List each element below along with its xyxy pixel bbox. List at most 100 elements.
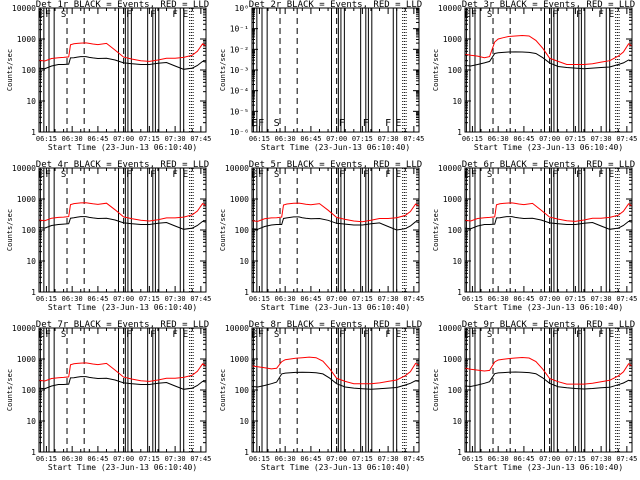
x-tick-label: 07:15 <box>565 455 586 463</box>
x-tick-label: 06:45 <box>513 455 534 463</box>
plot-frame <box>251 327 420 453</box>
y-tick-label: 10000 <box>225 324 249 333</box>
y-tick-label: 1000 <box>230 355 249 364</box>
x-tick-label: 06:15 <box>462 295 483 303</box>
x-axis-label: Start Time (23-Jun-13 06:10:40) <box>261 303 410 312</box>
y-axis-label: Counts/sec <box>6 369 14 411</box>
y-tick-label: 1000 <box>443 355 462 364</box>
x-tick-label: 06:15 <box>249 295 270 303</box>
x-axis-label: Start Time (23-Jun-13 06:10:40) <box>261 143 410 152</box>
flag-letter: E <box>465 10 470 20</box>
x-tick-label: 06:30 <box>275 135 296 143</box>
y-tick-label: 1 <box>31 128 36 137</box>
flag-letter: F <box>126 170 131 180</box>
flag-letter: F <box>576 330 581 340</box>
flag-letter: F <box>45 10 50 20</box>
series-line-lld <box>38 362 207 382</box>
flag-letter: F <box>598 10 603 20</box>
y-tick-label: 100 <box>22 386 37 395</box>
series-line-events <box>464 371 633 390</box>
flag-letter: F <box>172 170 177 180</box>
y-tick-label: 1 <box>31 288 36 297</box>
y-tick-label: 100 <box>22 226 37 235</box>
x-tick-label: 06:15 <box>462 455 483 463</box>
x-axis-label: Start Time (23-Jun-13 06:10:40) <box>48 463 197 472</box>
x-tick-label: 06:45 <box>87 295 108 303</box>
y-tick-label: 1000 <box>17 35 36 44</box>
x-tick-label: 06:45 <box>300 455 321 463</box>
y-tick-label: 100 <box>235 386 250 395</box>
series-line-lld <box>251 202 420 223</box>
y-axis-label: Counts/sec <box>219 49 227 91</box>
flag-letter: S <box>274 118 280 129</box>
y-tick-label: 10 <box>26 417 36 426</box>
flag-letter: E <box>183 330 188 340</box>
panel-title: Det 8r BLACK = Events, RED = LLD <box>249 320 422 330</box>
x-tick-label: 07:00 <box>539 455 560 463</box>
panel-title: Det 7r BLACK = Events, RED = LLD <box>36 320 209 330</box>
x-tick-label: 06:30 <box>62 295 83 303</box>
x-tick-label: 06:15 <box>249 135 270 143</box>
x-axis-label: Start Time (23-Jun-13 06:10:40) <box>474 303 623 312</box>
y-tick-label: 10⁻³ <box>230 66 249 75</box>
y-tick-label: 1 <box>457 448 462 457</box>
flag-letter: E <box>252 170 257 180</box>
x-tick-label: 06:45 <box>300 135 321 143</box>
series-line-events <box>251 216 420 231</box>
series-line-events <box>464 51 633 70</box>
flag-letter: F <box>471 330 476 340</box>
x-tick-label: 06:30 <box>62 455 83 463</box>
x-tick-label: 07:00 <box>326 135 347 143</box>
y-tick-label: 10000 <box>438 164 462 173</box>
y-tick-label: 10 <box>239 257 249 266</box>
flag-letter: F <box>150 170 155 180</box>
y-tick-label: 1000 <box>17 355 36 364</box>
y-axis-label: Counts/sec <box>432 369 440 411</box>
series-line-lld <box>38 202 207 222</box>
flag-letter: S <box>487 170 492 180</box>
flag-letter: F <box>258 170 263 180</box>
series-line-events <box>464 216 633 230</box>
flag-letter: F <box>385 330 390 340</box>
flag-letter: F <box>258 118 264 129</box>
x-tick-label: 07:45 <box>616 455 637 463</box>
y-tick-label: 10000 <box>438 4 462 13</box>
x-tick-label: 06:30 <box>488 455 509 463</box>
flag-letter: S <box>61 330 66 340</box>
flag-letter: E <box>183 170 188 180</box>
y-axis-label: Counts/sec <box>6 49 14 91</box>
flag-letter: E <box>395 118 401 129</box>
x-tick-label: 07:00 <box>113 135 134 143</box>
x-tick-label: 07:00 <box>539 135 560 143</box>
flag-letter: F <box>471 10 476 20</box>
series-line-lld <box>464 356 633 385</box>
panel-title: Det 9r BLACK = Events, RED = LLD <box>462 320 635 330</box>
y-tick-label: 10⁻² <box>230 45 249 54</box>
panel-title: Det 1r BLACK = Events, RED = LLD <box>36 0 209 10</box>
flag-letter: E <box>252 330 257 340</box>
panel-title: Det 4r BLACK = Events, RED = LLD <box>36 160 209 170</box>
flag-letter: F <box>363 170 368 180</box>
flag-letter: F <box>385 170 390 180</box>
y-tick-label: 10000 <box>225 164 249 173</box>
x-tick-label: 07:15 <box>352 455 373 463</box>
flag-letter: S <box>487 10 492 20</box>
x-tick-label: 07:30 <box>165 295 186 303</box>
y-tick-label: 1 <box>244 448 249 457</box>
x-tick-label: 07:30 <box>591 295 612 303</box>
series-line-events <box>38 216 207 230</box>
y-tick-label: 10000 <box>12 164 36 173</box>
y-tick-label: 1000 <box>230 195 249 204</box>
x-axis-label: Start Time (23-Jun-13 06:10:40) <box>48 143 197 152</box>
x-tick-label: 07:45 <box>616 295 637 303</box>
flag-letter: E <box>39 170 44 180</box>
x-tick-label: 06:30 <box>62 135 83 143</box>
flag-letter: F <box>552 330 557 340</box>
x-tick-label: 06:45 <box>513 135 534 143</box>
flag-letter: F <box>339 118 345 129</box>
x-tick-label: 07:15 <box>139 135 160 143</box>
x-tick-label: 07:15 <box>139 455 160 463</box>
x-tick-label: 07:30 <box>591 135 612 143</box>
flag-letter: E <box>396 330 401 340</box>
